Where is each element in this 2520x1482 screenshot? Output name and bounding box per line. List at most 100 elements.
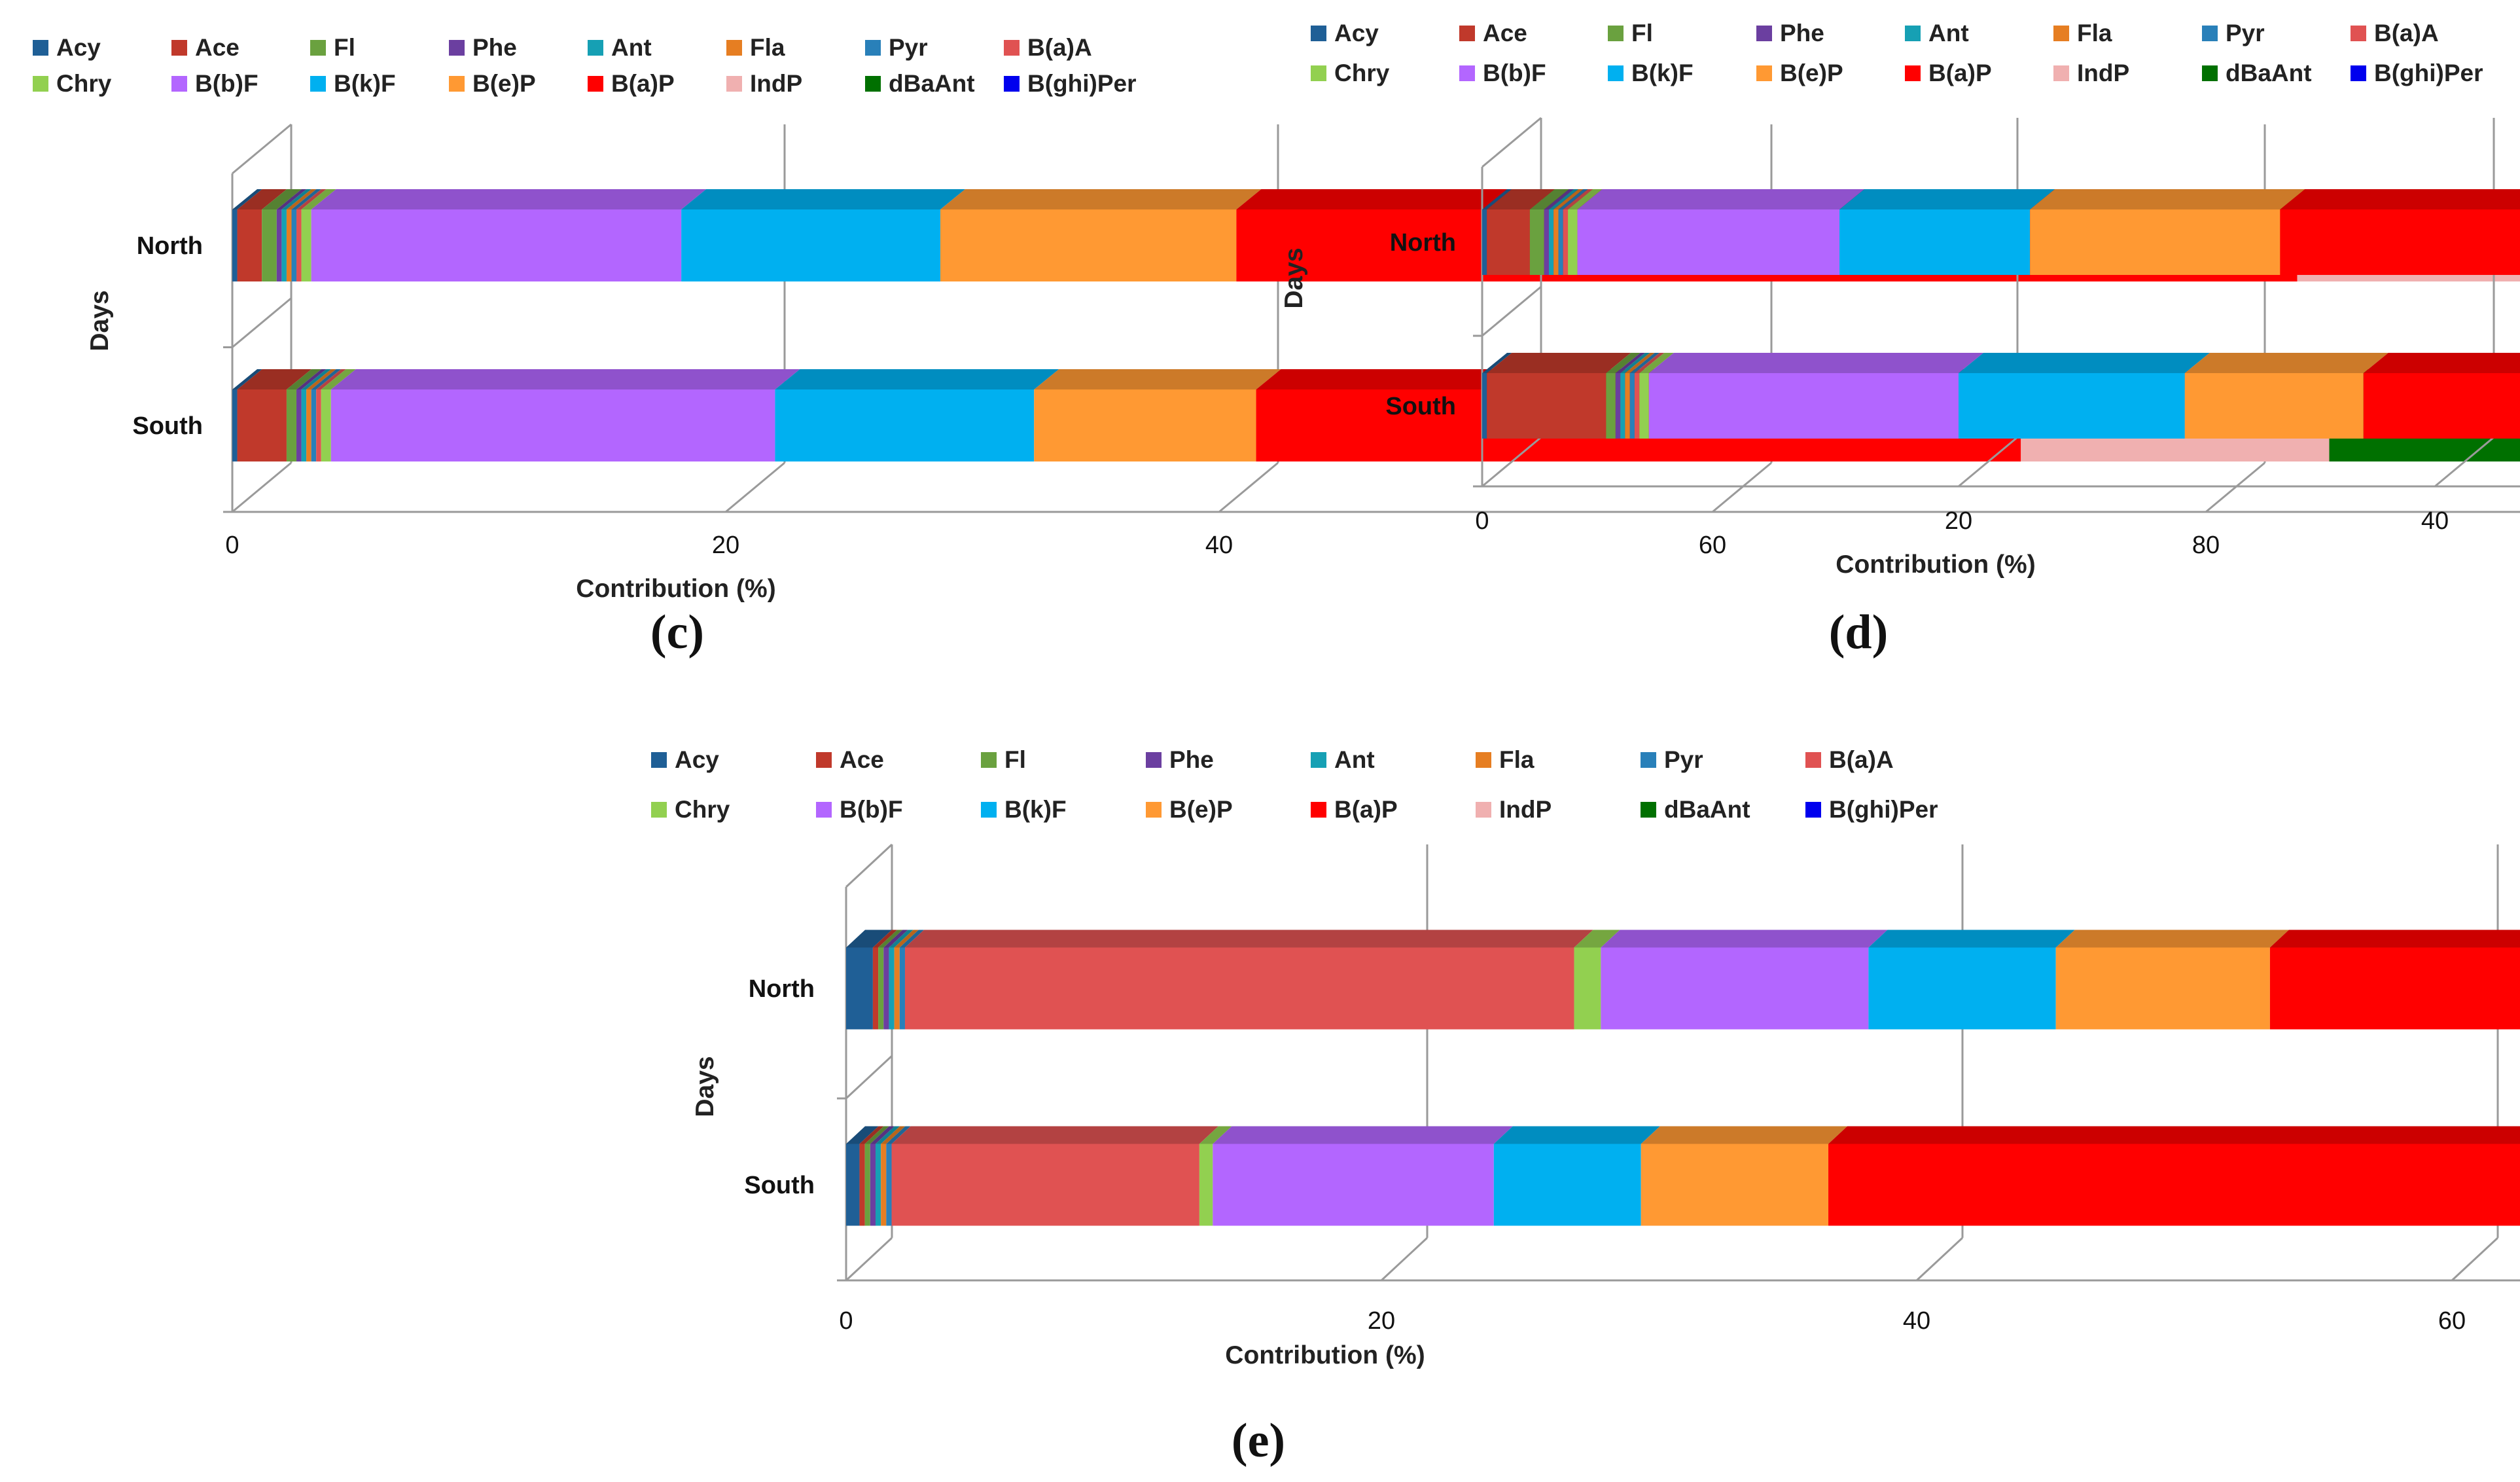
bar-segment [1577, 209, 1839, 275]
bar-segment-top [1548, 189, 1579, 209]
floor-gridline [232, 461, 292, 513]
legend-swatch [588, 76, 603, 92]
bar-segment-top [1563, 189, 1593, 209]
bar-segment [1548, 209, 1554, 275]
legend-label: Chry [675, 796, 730, 823]
category-label: South [1385, 393, 1456, 420]
bar-segment [1634, 373, 1640, 439]
legend-swatch [1905, 26, 1921, 41]
x-tick-label: 20 [1945, 507, 1972, 535]
legend-swatch [310, 76, 326, 92]
legend-label: Ant [1928, 20, 1969, 46]
bar-segment-top [940, 189, 1262, 209]
bar-segment-top [870, 1126, 895, 1144]
legend-label: Chry [56, 70, 112, 97]
bar-segment-top [1868, 930, 2075, 948]
bar-segment-top [1634, 353, 1665, 373]
legend-label: Chry [1334, 60, 1390, 86]
bar-segment [883, 947, 889, 1030]
bar-segment-top [775, 369, 1059, 389]
bar-segment-top [899, 930, 924, 948]
bar-segment-top [2269, 930, 2520, 948]
x-tick-label: 60 [1699, 532, 1726, 559]
bar-segment-top [891, 1126, 1218, 1144]
legend-swatch [1459, 65, 1475, 81]
category-separator [845, 1055, 893, 1100]
legend-label: Fl [1631, 20, 1653, 46]
bar-segment [1959, 373, 2185, 439]
legend-swatch [1608, 26, 1624, 41]
bar-segment-top [306, 369, 336, 389]
legend-label: Fla [2077, 20, 2112, 46]
x-tick-label: 40 [1903, 1307, 1930, 1335]
bar-segment [2269, 947, 2520, 1030]
bar-segment [301, 209, 311, 281]
bar-segment [2184, 373, 2364, 439]
legend-swatch [1146, 802, 1162, 818]
bar-segment-top [1544, 189, 1574, 209]
bar-segment-top [1213, 1126, 1513, 1144]
legend-label: Ant [1334, 746, 1375, 773]
bar-segment [2363, 373, 2520, 439]
bar-segment-top [1839, 189, 2055, 209]
legend-label: Ace [840, 746, 884, 773]
legend: Acy Ace Fl Phe Ant Fla Pyr B(a)A Chry B(b)F B(k)F B… [651, 746, 1938, 823]
bar-segment [2055, 947, 2270, 1030]
bar-segment [859, 1144, 865, 1226]
legend-label: IndP [1499, 796, 1552, 823]
bar-segment [262, 209, 277, 281]
legend-swatch [981, 802, 997, 818]
legend-swatch [1476, 802, 1491, 818]
x-axis-label: Contribution (%) [1225, 1341, 1425, 1369]
legend-label: Pyr [1664, 746, 1703, 773]
bar-segment [311, 209, 682, 281]
bar-segment [891, 1144, 1199, 1226]
legend-label: B(a)A [1027, 34, 1092, 61]
legend-label: Fla [1499, 746, 1535, 773]
bar-segment [276, 209, 282, 281]
bar-segment [904, 947, 1574, 1030]
bar-segment [1482, 373, 1487, 439]
panel-label: (c) [650, 605, 704, 659]
bar-segment-top [1615, 353, 1646, 373]
x-axis-label: Contribution (%) [576, 575, 775, 603]
bar-segment [1213, 1144, 1494, 1226]
floor-gridline [725, 461, 785, 513]
bar-segment [1828, 1144, 2520, 1226]
legend-swatch [171, 40, 187, 56]
legend-swatch [1311, 65, 1326, 81]
bar-segment [1529, 209, 1544, 275]
legend-label: B(a)A [2374, 20, 2439, 46]
bar-segment [878, 947, 884, 1030]
legend-swatch [1311, 802, 1326, 818]
bar-segment-top [296, 369, 327, 389]
legend-swatch [1641, 752, 1656, 768]
category-label: North [749, 975, 815, 1003]
bar-segment [846, 947, 873, 1030]
legend-label: Pyr [889, 34, 928, 61]
bar-segment [1568, 209, 1578, 275]
legend-swatch [726, 40, 742, 56]
bar-segment [1641, 1144, 1829, 1226]
bar-segment-top [904, 930, 1593, 948]
legend-label: Fla [750, 34, 785, 61]
bar-segment-top [1620, 353, 1650, 373]
bar-segment [889, 947, 895, 1030]
x-tick-label: 20 [712, 532, 739, 559]
bar-segment [330, 389, 775, 461]
bar-segment [296, 389, 302, 461]
bar-segment-top [291, 189, 322, 209]
legend: Acy Ace Fl Phe Ant Fla Pyr B(a)A Chry B(b)F B(k)F B… [33, 34, 1137, 97]
bar-segment-top [286, 369, 322, 389]
floor-gridline [1482, 436, 1542, 488]
bar-segment [237, 209, 262, 281]
legend-label: B(k)F [334, 70, 396, 97]
bar-segment-top [286, 189, 317, 209]
bar-segment [1601, 947, 1869, 1030]
bar-segment [886, 1144, 892, 1226]
category-label: North [1390, 229, 1456, 257]
x-tick-label: 20 [1368, 1307, 1395, 1335]
bar-segment-top [883, 930, 908, 948]
bar-segment [1487, 373, 1606, 439]
